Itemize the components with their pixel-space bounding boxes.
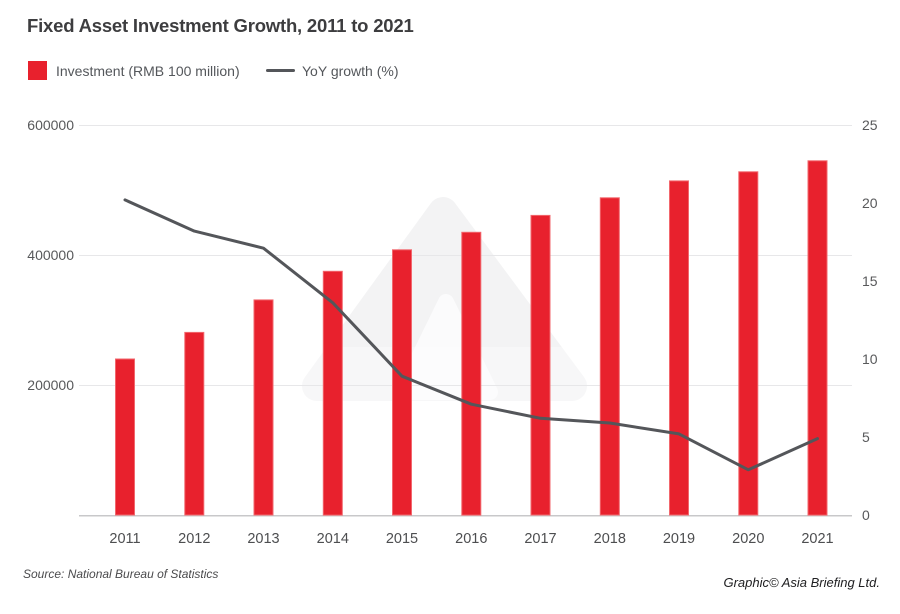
investment-bar (807, 160, 828, 516)
x-axis-category-label: 2021 (801, 531, 833, 547)
investment-bar (392, 249, 412, 516)
right-axis-tick-label: 25 (862, 117, 878, 133)
right-axis-tick-label: 10 (862, 351, 878, 367)
x-axis-category-label: 2020 (732, 531, 764, 547)
investment-bar (599, 197, 620, 516)
investment-bar (115, 358, 135, 516)
legend-yoy-label: YoY growth (%) (302, 63, 399, 79)
x-axis-category-label: 2015 (386, 531, 418, 547)
investment-bar (738, 171, 759, 516)
legend-investment-label: Investment (RMB 100 million) (56, 63, 240, 79)
chart-title: Fixed Asset Investment Growth, 2011 to 2… (27, 15, 414, 36)
right-axis-tick-label: 20 (862, 195, 878, 211)
right-axis-tick-label: 5 (862, 429, 870, 445)
yoy-growth-line (123, 198, 819, 472)
x-axis-category-label: 2011 (109, 531, 140, 547)
x-axis-category-label: 2013 (247, 531, 279, 547)
x-axis-category-label: 2018 (594, 531, 626, 547)
investment-bar (669, 180, 689, 516)
x-axis-category-label: 2012 (178, 531, 210, 547)
investment-bar (530, 214, 551, 516)
x-axis-category-label: 2016 (455, 531, 487, 547)
investment-bar (253, 299, 274, 516)
x-axis-category-label: 2014 (317, 531, 349, 547)
source-note: Source: National Bureau of Statistics (23, 567, 219, 581)
right-axis-tick-label: 0 (862, 507, 870, 523)
left-axis-tick-label: 600000 (27, 117, 74, 133)
left-axis-tick-label: 200000 (27, 377, 74, 393)
left-axis-tick-label: 400000 (27, 247, 74, 263)
investment-bar (461, 231, 482, 516)
legend-yoy-line-swatch-icon (266, 69, 295, 72)
right-axis-tick-label: 15 (862, 273, 878, 289)
x-axis-category-label: 2019 (663, 531, 695, 547)
x-axis-category-label: 2017 (524, 531, 556, 547)
investment-bar (322, 270, 343, 516)
credit-note: Graphic© Asia Briefing Ltd. (723, 575, 880, 590)
legend-investment-swatch-icon (28, 61, 47, 80)
investment-bar (184, 331, 205, 516)
